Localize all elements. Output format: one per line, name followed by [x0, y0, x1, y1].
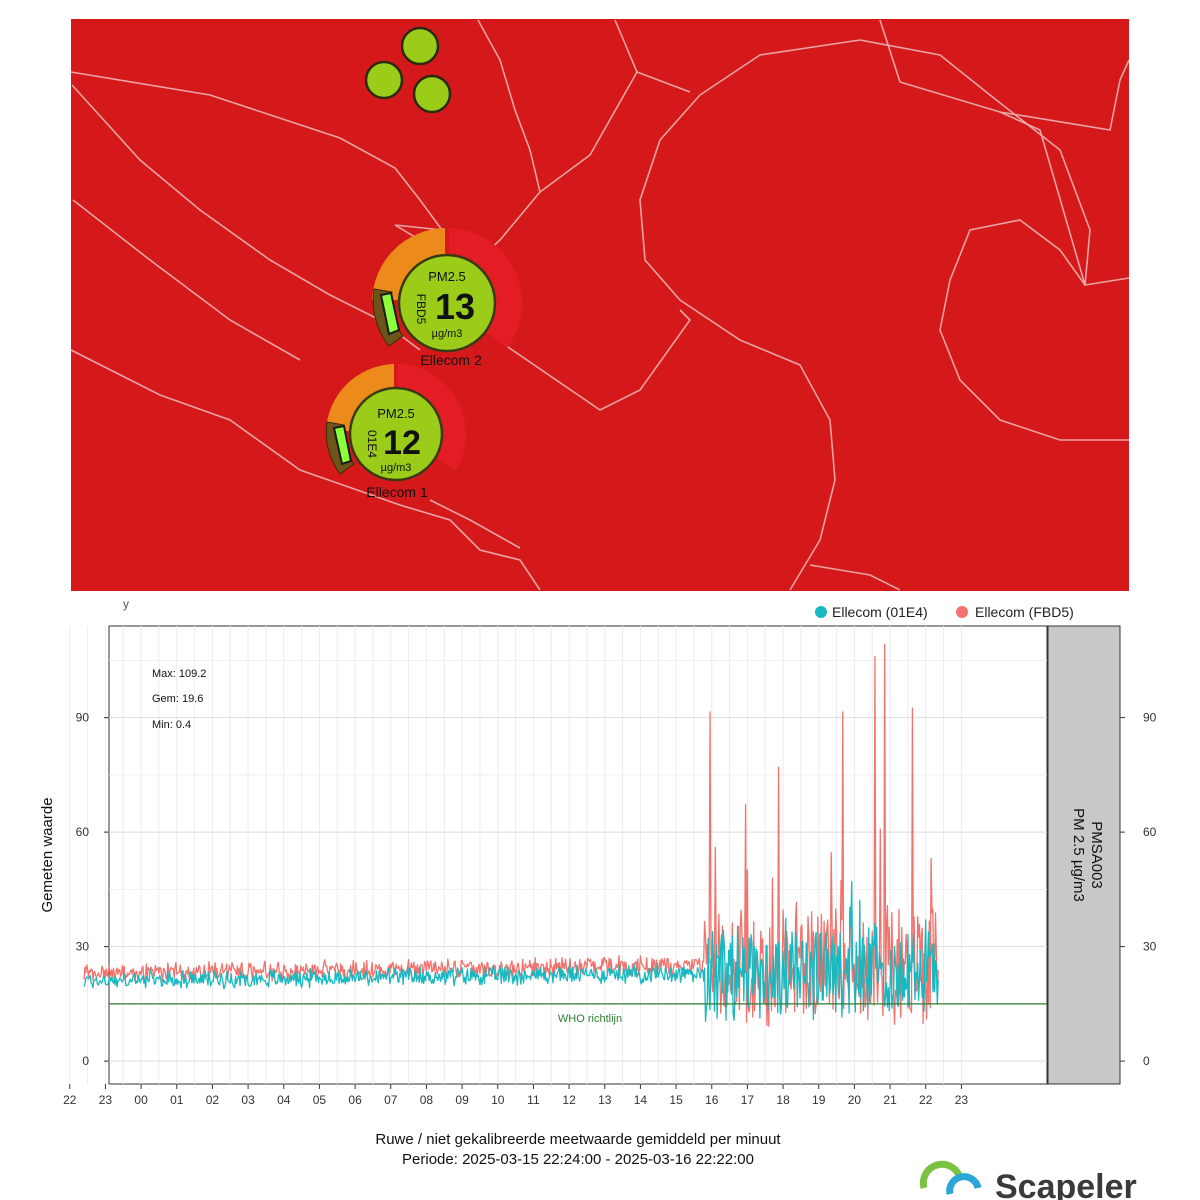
x-tick-label: 15	[669, 1093, 683, 1107]
series-line-fbd5	[83, 643, 939, 1027]
x-tick-label: 23	[99, 1093, 113, 1107]
sensor-cluster[interactable]	[364, 26, 452, 114]
x-tick-label: 20	[848, 1093, 862, 1107]
sensor-value: 13	[435, 286, 475, 327]
gauge-red-segment	[449, 228, 523, 348]
y-tick-label: 90	[76, 711, 90, 725]
x-tick-label: 21	[883, 1093, 897, 1107]
stat-max: Max: 109.2	[152, 668, 206, 680]
x-tick-label: 12	[562, 1093, 576, 1107]
x-tick-label: 06	[348, 1093, 362, 1107]
logo-mark-icon	[946, 1173, 982, 1195]
sensor-id-label: 01E4	[365, 430, 379, 458]
sensor-value: 12	[383, 424, 421, 462]
y-axis-left: 0 30 60 90	[76, 711, 109, 1068]
gauge-orange-segment	[372, 228, 445, 300]
x-tick-label: 08	[420, 1093, 434, 1107]
facet-strip-line2: PM 2.5 µg/m3	[1070, 808, 1087, 902]
x-tick-label: 07	[384, 1093, 398, 1107]
y-axis-right: 0 30 60 90	[1120, 711, 1157, 1068]
period-label: Periode: 2025-03-15 22:24:00 - 2025-03-1…	[402, 1151, 754, 1168]
timeseries-chart: y Ellecom (01E4) Ellecom (FBD5) Max: 109…	[39, 598, 1157, 1200]
sensor-dot[interactable]	[412, 74, 452, 114]
x-axis-title: Ruwe / niet gekalibreerde meetwaarde gem…	[375, 1131, 781, 1148]
sensor-value-circle	[348, 386, 444, 482]
gauge-level-indicator	[379, 291, 401, 336]
sensor-marker-ellecom-1[interactable]: PM2.5 12 µg/m3 01E4 Ellecom 1	[325, 364, 466, 500]
x-tick-label: 18	[776, 1093, 790, 1107]
x-tick-label: 17	[741, 1093, 755, 1107]
logo-mark-icon	[919, 1160, 964, 1189]
x-tick-label: 03	[241, 1093, 255, 1107]
x-tick-label: 22	[63, 1093, 77, 1107]
sensor-marker-ellecom-2[interactable]: PM2.5 13 µg/m3 FBD5 Ellecom 2	[372, 228, 523, 368]
gauge-red-segment	[398, 364, 466, 470]
x-tick-label: 19	[812, 1093, 826, 1107]
legend-label-fbd5: Ellecom (FBD5)	[975, 604, 1074, 620]
y-tick-label-right: 0	[1143, 1054, 1150, 1068]
plot-panel	[108, 625, 1048, 1085]
facet-strip-line1: PMSA003	[1088, 821, 1105, 889]
y-tick-label: 30	[76, 940, 90, 954]
x-tick-label: 23	[955, 1093, 969, 1107]
legend-label-01e4: Ellecom (01E4)	[832, 604, 928, 620]
y-tick-label-right: 60	[1143, 825, 1157, 839]
y-tick-label-right: 30	[1143, 940, 1157, 954]
x-tick-label: 05	[313, 1093, 327, 1107]
chart-title-fragment: y	[123, 598, 129, 611]
pollutant-label: PM2.5	[377, 406, 415, 421]
x-tick-label: 04	[277, 1093, 291, 1107]
legend: Ellecom (01E4) Ellecom (FBD5)	[815, 604, 1074, 620]
x-tick-label: 14	[634, 1093, 648, 1107]
x-tick-label: 22	[919, 1093, 933, 1107]
gauge-orange-segment	[326, 364, 394, 431]
sensor-id-label: FBD5	[414, 294, 428, 325]
y-tick-label: 0	[82, 1054, 89, 1068]
y-tick-label: 60	[76, 825, 90, 839]
y-axis-title: Gemeten waarde	[39, 797, 56, 912]
sensor-dot[interactable]	[364, 60, 404, 100]
x-tick-label: 01	[170, 1093, 184, 1107]
x-tick-label: 00	[134, 1093, 148, 1107]
facet-strip	[1047, 625, 1121, 1085]
logo-text: Scapeler	[995, 1168, 1137, 1200]
sensor-name-label: Ellecom 1	[366, 484, 428, 500]
x-tick-label: 13	[598, 1093, 612, 1107]
stat-mean: Gem: 19.6	[152, 693, 203, 705]
map-area[interactable]	[71, 19, 1129, 591]
x-tick-label: 10	[491, 1093, 505, 1107]
y-tick-label-right: 90	[1143, 711, 1157, 725]
x-axis: 22 23 00 01 02 03 04 05 06 07 08 09 10 11 12 13 14 15 16 17…	[63, 1084, 968, 1107]
series-layer	[83, 643, 939, 1027]
stat-min: Min: 0.4	[152, 719, 191, 731]
map-view[interactable]: PM2.5 13 µg/m3 FBD5 Ellecom 2 PM2.5 12 µ…	[0, 0, 1200, 600]
gauge-level-indicator	[332, 424, 353, 466]
x-tick-label: 09	[455, 1093, 469, 1107]
sensor-value-circle	[397, 253, 497, 353]
sensor-name-label: Ellecom 2	[420, 352, 482, 368]
unit-label: µg/m3	[432, 328, 463, 340]
unit-label: µg/m3	[381, 462, 412, 474]
pollutant-label: PM2.5	[428, 269, 466, 284]
legend-marker-fbd5	[956, 606, 968, 618]
scapeler-logo: Scapeler	[919, 1160, 1137, 1200]
legend-marker-01e4	[815, 606, 827, 618]
sensor-dot[interactable]	[400, 26, 440, 66]
x-tick-label: 11	[527, 1093, 540, 1107]
x-tick-label: 16	[705, 1093, 719, 1107]
x-tick-label: 02	[206, 1093, 220, 1107]
who-threshold-label: WHO richtlijn	[558, 1013, 622, 1025]
series-line-01e4	[83, 880, 939, 1022]
